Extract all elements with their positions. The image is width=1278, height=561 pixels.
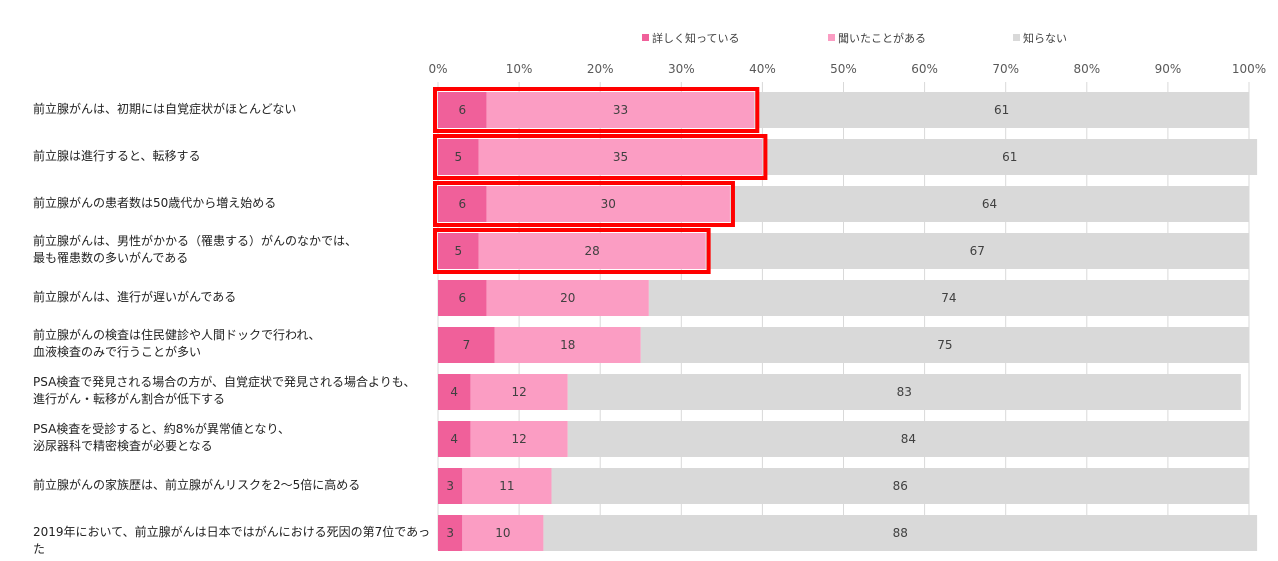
data-label: 74 [941, 291, 956, 305]
data-label: 11 [499, 479, 514, 493]
data-label: 83 [897, 385, 912, 399]
data-label: 64 [982, 197, 997, 211]
bar-segment [462, 515, 544, 551]
legend-swatch [642, 34, 649, 41]
data-label: 86 [893, 479, 908, 493]
bar-segment [438, 280, 487, 316]
x-tick-label: 30% [668, 62, 695, 76]
x-tick-label: 60% [911, 62, 938, 76]
bar-segment [486, 92, 755, 128]
category-label: PSA検査を受診すると、約8%が異常値となり、 泌尿器科で精密検査が必要となる [33, 422, 291, 453]
data-label: 20 [560, 291, 575, 305]
data-label: 12 [511, 432, 526, 446]
data-label: 18 [560, 338, 575, 352]
bar-segment [470, 374, 568, 410]
data-label: 6 [459, 197, 467, 211]
data-label: 5 [454, 244, 462, 258]
category-label: 2019年において、前立腺がんは日本ではがんにおける死因の第7位であった [33, 524, 431, 556]
x-tick-label: 40% [749, 62, 776, 76]
bar-segment [478, 139, 763, 175]
bar-segment [438, 186, 487, 222]
bar-segment [567, 374, 1241, 410]
bar-segment [705, 233, 1249, 269]
bar-segment [438, 374, 471, 410]
x-tick-label: 90% [1155, 62, 1182, 76]
highlight-box [433, 228, 711, 274]
bar-segment [486, 186, 730, 222]
category-label: 前立腺がんの検査は住民健診や人間ドックで行われ、 血液検査のみで行うことが多い [33, 328, 321, 359]
bar-segment [486, 280, 649, 316]
data-label: 33 [613, 103, 628, 117]
x-tick-label: 70% [992, 62, 1019, 76]
category-label: 前立腺がんは、初期には自覚症状がほとんどない [33, 101, 297, 116]
data-label: 67 [970, 244, 985, 258]
data-label: 6 [459, 291, 467, 305]
category-label: 前立腺がんは、進行が遅いがんである [33, 289, 237, 304]
data-label: 3 [446, 479, 454, 493]
bar-segment [462, 468, 552, 504]
bar-segment [543, 515, 1258, 551]
x-tick-label: 0% [428, 62, 447, 76]
bar-segment [438, 92, 487, 128]
x-tick-label: 20% [587, 62, 614, 76]
highlight-box [433, 134, 768, 180]
bar-segment [438, 139, 479, 175]
data-label: 61 [1002, 150, 1017, 164]
legend-label: 詳しく知っている [652, 31, 739, 45]
category-label: PSA検査で発見される場合の方が、自覚症状で発見される場合よりも、 進行がん・転… [33, 375, 416, 406]
bar-segment [438, 468, 463, 504]
data-label: 4 [450, 432, 458, 446]
data-label: 12 [511, 385, 526, 399]
data-label: 28 [584, 244, 599, 258]
bar-segment [640, 327, 1249, 363]
bar-segment [478, 233, 706, 269]
data-label: 88 [893, 526, 908, 540]
data-label: 75 [937, 338, 952, 352]
data-label: 10 [495, 526, 510, 540]
x-tick-label: 50% [830, 62, 857, 76]
data-label: 35 [613, 150, 628, 164]
category-label: 前立腺がんは、男性がかかる（罹患する）がんのなかでは、 最も罹患数の多いがんであ… [33, 234, 358, 265]
highlight-box [433, 181, 735, 227]
bar-segment [754, 92, 1249, 128]
category-label: 前立腺がんの家族歴は、前立腺がんリスクを2～5倍に高める [33, 477, 361, 492]
legend-label: 聞いたことがある [838, 31, 926, 45]
category-label: 前立腺がんの患者数は50歳代から増え始める [33, 195, 277, 210]
bar-segment [762, 139, 1258, 175]
bar-segment [729, 186, 1249, 222]
category-label: 前立腺は進行すると、転移する [33, 148, 201, 163]
legend-swatch [1013, 34, 1020, 41]
data-label: 61 [994, 103, 1009, 117]
highlight-box [433, 87, 760, 133]
legend-swatch [828, 34, 835, 41]
data-label: 30 [601, 197, 616, 211]
bar-segment [470, 421, 568, 457]
bar-segment [438, 515, 463, 551]
data-label: 5 [454, 150, 462, 164]
bar-segment [438, 233, 479, 269]
bar-segment [438, 421, 471, 457]
data-label: 4 [450, 385, 458, 399]
bar-segment [567, 421, 1249, 457]
x-tick-label: 100% [1232, 62, 1266, 76]
bar-segment [551, 468, 1249, 504]
data-label: 6 [459, 103, 467, 117]
bar-segment [438, 327, 495, 363]
bar-segment [494, 327, 641, 363]
data-label: 7 [463, 338, 471, 352]
bar-segment [648, 280, 1249, 316]
x-tick-label: 10% [506, 62, 533, 76]
data-label: 3 [446, 526, 454, 540]
data-label: 84 [901, 432, 916, 446]
x-tick-label: 80% [1073, 62, 1100, 76]
legend-label: 知らない [1023, 31, 1067, 45]
